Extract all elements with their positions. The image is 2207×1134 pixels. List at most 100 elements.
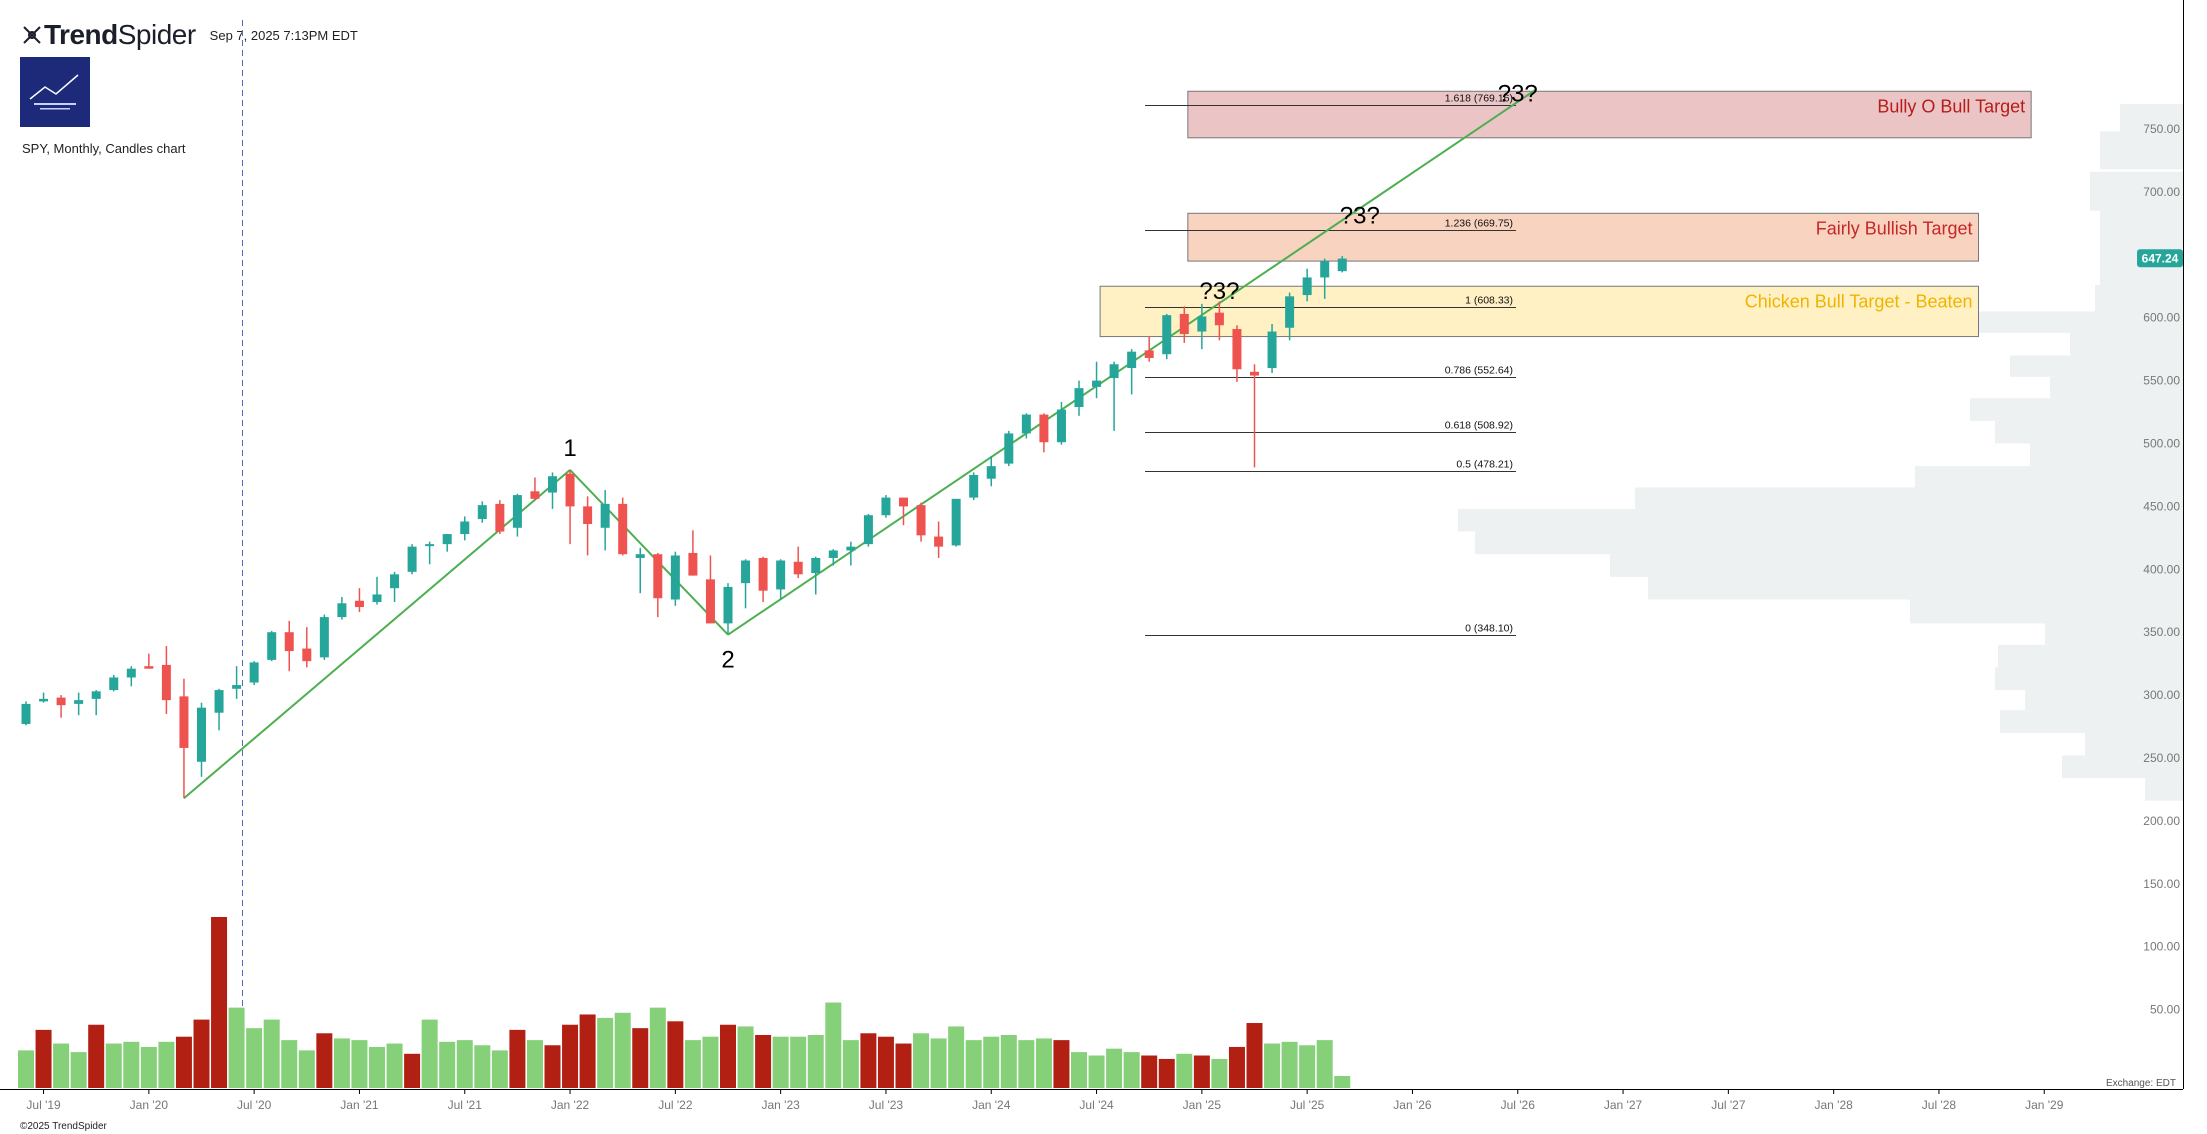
question-mark-label: ?3? [1340,202,1380,229]
candle-body [653,554,663,599]
x-tick-label: Jul '28 [1922,1098,1957,1112]
question-mark-label: ?3? [1498,80,1538,107]
target-zone [1187,90,2032,139]
x-tick-label: Jul '24 [1079,1098,1114,1112]
candle-body [776,560,786,590]
volume-bar [930,1038,947,1088]
volume-bar [755,1034,772,1088]
volume-bar [351,1040,368,1088]
y-tick-label: 300.00 [2143,688,2180,702]
volume-bar [544,1045,561,1088]
candle-body [21,703,31,725]
volume-bar [175,1036,192,1088]
candle-body [512,495,522,528]
candle-body [197,707,206,762]
volume-profile-row [2050,376,2183,399]
candle-body [477,505,487,519]
candle-body [390,574,400,589]
volume-bar [158,1041,175,1088]
trendspider-logo-icon [23,26,41,44]
candle-body [828,550,838,558]
volume-profile-row [2085,732,2183,756]
volume-profile-row [1995,667,2183,691]
candle-body [407,546,417,572]
candle-body [267,632,277,660]
candle-body [881,497,891,516]
candle-body [670,555,680,600]
volume-bar [211,917,228,1088]
x-tick-label: Jan '20 [130,1098,169,1112]
candle-body [1056,409,1066,443]
volume-bar [474,1045,491,1088]
trendline [569,469,729,636]
candle-body [126,668,136,678]
candle-body [1162,315,1172,355]
fib-level-label: 0 (348.10) [1465,623,1513,635]
fib-level-label: 0.5 (478.21) [1456,459,1513,471]
candle-body [109,677,119,691]
volume-profile-row [2045,623,2183,645]
volume-bar [772,1036,789,1088]
volume-bar [316,1033,333,1088]
volume-profile-row [2062,755,2183,779]
volume-profile-row [2010,355,2183,377]
x-tick-label: Jan '23 [761,1098,800,1112]
volume-bar [649,1007,666,1088]
candle-body [600,503,610,528]
candle-body [91,691,101,699]
candle-body [548,476,557,493]
volume-profile-row [1915,466,2183,488]
volume-bar [1281,1041,1298,1088]
candle-body [337,603,347,618]
volume-profile-row [1970,311,2183,333]
candle-body [39,698,49,702]
volume-profile-row [2000,710,2183,733]
volume-bars [18,917,1351,1088]
fib-level-label: 1 (608.33) [1465,295,1513,307]
x-tick-label: Jul '21 [448,1098,483,1112]
y-tick-label: 550.00 [2143,374,2180,388]
candle-body [460,521,470,535]
volume-profile-row [2025,690,2183,711]
y-tick-label: 450.00 [2143,499,2180,513]
volume-bar [913,1033,930,1088]
volume-bar [1193,1055,1210,1088]
candle-body [495,503,505,532]
target-zone-label: Fairly Bullish Target [1816,218,1973,238]
volume-profile-row [2090,171,2183,211]
volume-profile-row [1910,599,2183,624]
brand-suffix: Spider [117,19,196,50]
volume-bar [790,1036,807,1088]
candle-body [1127,351,1137,369]
volume-bar [737,1026,754,1088]
volume-profile-row [1458,508,2183,532]
candle-body [951,498,961,546]
y-tick-label: 150.00 [2143,877,2180,891]
candle-body [1179,313,1189,335]
candle-body [1267,331,1277,369]
target-zone-label: Bully O Bull Target [1877,96,2025,116]
volume-bar [1316,1040,1333,1088]
candle-body [1232,329,1242,370]
y-tick-label: 700.00 [2143,185,2180,199]
x-tick-label: Jul '25 [1290,1098,1325,1112]
volume-bar [263,1019,280,1088]
volume-bar [965,1040,982,1088]
trendlines [183,89,1536,800]
volume-bar [1035,1038,1052,1088]
candle-body [688,552,698,576]
volume-profile-row [2095,284,2183,312]
volume-bar [562,1024,579,1088]
volume-bar [386,1043,403,1088]
target-zones: Bully O Bull Target Fairly Bullish Target… [1099,90,2032,338]
wave-label: 1 [563,435,576,462]
brand-name: TrendSpider [44,19,196,51]
volume-profile-row [1995,420,2183,444]
candle-body [1197,316,1207,332]
volume-bar [684,1040,701,1088]
volume-profile-row [1970,398,2183,421]
candle-body [969,474,979,498]
header: TrendSpider Sep 7, 2025 7:13PM EDT [20,18,358,52]
candle-body [618,503,628,555]
